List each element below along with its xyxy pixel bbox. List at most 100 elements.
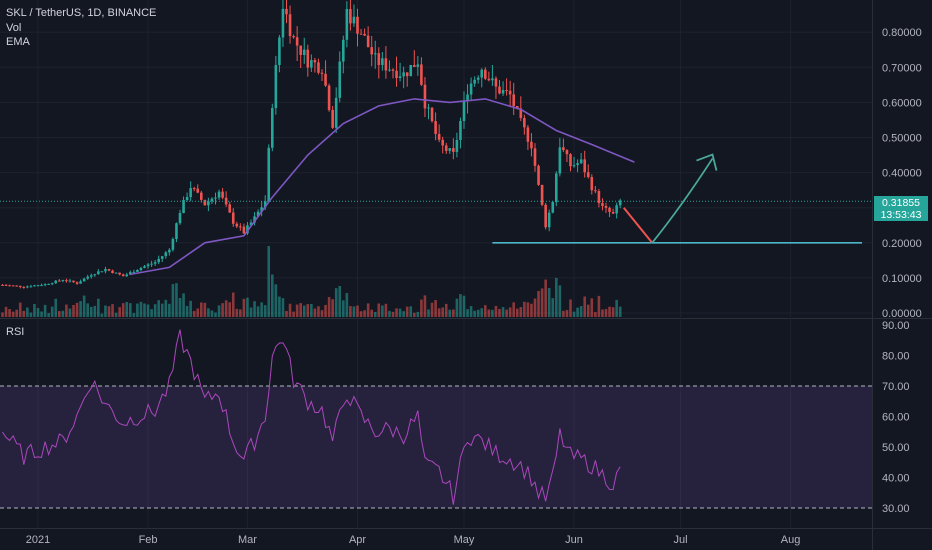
candle-body (586, 172, 590, 178)
candle-body (327, 85, 331, 110)
candle-body (508, 90, 512, 95)
candle-body (505, 90, 508, 92)
volume-bar (352, 306, 356, 317)
volume-bar (242, 298, 246, 317)
candle-body (530, 141, 533, 149)
candle-body (334, 97, 338, 128)
candle-body (33, 285, 36, 287)
candle-body (54, 280, 58, 284)
candle-body (239, 226, 242, 228)
volume-bar (491, 309, 494, 317)
candle-body (487, 78, 491, 81)
volume-indicator-label[interactable]: Vol (6, 21, 22, 34)
volume-bar (168, 303, 171, 317)
volume-bar (327, 297, 331, 317)
candle-body (381, 58, 384, 66)
volume-bar (153, 304, 157, 317)
volume-bar (171, 284, 175, 317)
candle-body (164, 252, 168, 257)
rsi-tick-label: 60.00 (882, 412, 910, 424)
candle-body (423, 84, 427, 109)
rsi-indicator-label[interactable]: RSI (6, 326, 25, 338)
projection-arrowhead (696, 153, 718, 171)
candle-body (132, 271, 136, 273)
price-tick-label: 0.40000 (882, 168, 922, 180)
candle-body (384, 58, 388, 71)
candle-body (540, 184, 544, 205)
volume-bar (146, 304, 150, 317)
volume-bar (281, 298, 285, 317)
candle-body (271, 108, 274, 148)
candle-body (171, 238, 175, 250)
rsi-band (0, 386, 872, 508)
candle-body (253, 216, 256, 223)
volume-bar (405, 306, 409, 317)
candle-body (221, 191, 224, 198)
volume-bar (22, 310, 26, 317)
candle-body (317, 62, 320, 73)
candle-body (391, 69, 395, 71)
candle-body (437, 133, 441, 140)
volume-bar (551, 298, 555, 317)
volume-bar (217, 305, 221, 317)
volume-bar (377, 303, 381, 317)
candle-body (58, 280, 61, 282)
candle-body (192, 188, 196, 190)
volume-bar (29, 312, 33, 317)
candle-body (590, 177, 594, 191)
volume-bar (476, 309, 480, 317)
volume-bar (47, 313, 50, 317)
volume-bar (434, 300, 437, 317)
volume-bar (175, 283, 178, 317)
volume-bar (26, 307, 29, 317)
symbol-title[interactable]: SKL / TetherUS, 1D, BINANCE (6, 7, 157, 19)
volume-bar (484, 305, 487, 317)
candle-body (579, 159, 583, 164)
candle-body (338, 61, 342, 98)
volume-bar (597, 295, 601, 317)
candle-body (434, 121, 437, 134)
volume-bar (533, 298, 537, 317)
candle-body (373, 53, 377, 55)
candle-body (306, 49, 310, 68)
volume-bar (231, 292, 235, 317)
volume-bar (285, 310, 288, 317)
candle-body (228, 204, 231, 213)
candle-body (36, 285, 40, 287)
candle-body (207, 201, 210, 206)
ema-indicator-label[interactable]: EMA (6, 36, 30, 48)
price-tick-label: 0.50000 (882, 133, 922, 145)
volume-bar (8, 309, 11, 317)
volume-bar (61, 310, 65, 317)
volume-bar (200, 302, 203, 317)
volume-bar (228, 302, 231, 317)
candle-body (515, 106, 519, 109)
candle-body (469, 83, 473, 95)
candle-body (11, 285, 15, 287)
volume-bar (302, 305, 306, 317)
candle-body (47, 283, 50, 285)
volume-bar (572, 311, 576, 317)
volume-bar (558, 285, 562, 317)
volume-bar (203, 302, 207, 317)
volume-bar (608, 306, 611, 317)
rsi-tick-label: 70.00 (882, 381, 910, 393)
volume-bar (576, 307, 579, 317)
candle-body (594, 190, 597, 192)
volume-bar (143, 303, 146, 317)
candle-body (15, 285, 18, 287)
volume-bar (299, 303, 302, 317)
price-tick-label: 0.80000 (882, 27, 922, 39)
volume-bar (501, 307, 505, 317)
volume-bar (320, 310, 324, 317)
volume-bar (54, 298, 58, 317)
volume-bar (274, 284, 278, 317)
volume-bar (11, 311, 15, 317)
candle-body (93, 274, 97, 276)
volume-bar (207, 308, 210, 317)
price-tick-label: 0.20000 (882, 238, 922, 250)
candle-body (18, 285, 22, 287)
volume-bar (427, 309, 430, 317)
